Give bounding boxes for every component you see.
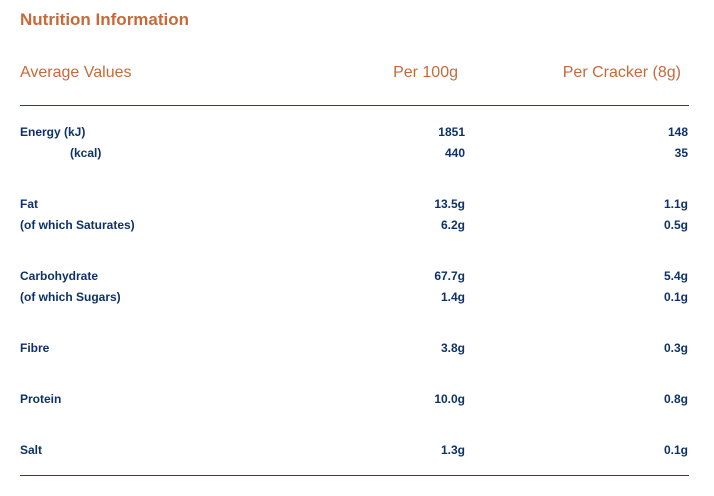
row-value-fat-per-100g: 13.5g bbox=[434, 197, 465, 211]
row-value-fat-per-cracker: 1.1g bbox=[663, 197, 688, 211]
table-bottom-divider bbox=[20, 475, 689, 476]
row-label-salt: Salt bbox=[20, 443, 43, 457]
row-value-sugars-per-100g: 1.4g bbox=[440, 290, 465, 304]
column-header-per-cracker: Per Cracker (8g) bbox=[562, 64, 681, 81]
row-label-fat: Fat bbox=[20, 197, 38, 211]
header-divider bbox=[20, 105, 689, 106]
row-label-sugars: (of which Sugars) bbox=[20, 290, 121, 304]
row-value-carbohydrate-per-100g: 67.7g bbox=[434, 269, 465, 283]
row-label-carbohydrate: Carbohydrate bbox=[20, 269, 99, 283]
row-label-saturates: (of which Saturates) bbox=[20, 218, 135, 232]
row-value-salt-per-100g: 1.3g bbox=[440, 443, 465, 457]
row-value-protein-per-100g: 10.0g bbox=[434, 392, 465, 406]
row-value-salt-per-cracker: 0.1g bbox=[663, 443, 688, 457]
row-label-fibre: Fibre bbox=[20, 341, 50, 355]
row-label-energy-kj: Energy (kJ) bbox=[20, 125, 86, 139]
row-value-energy-kj-per-100g: 1851 bbox=[438, 125, 465, 139]
row-value-energy-kj-per-cracker: 148 bbox=[667, 125, 688, 139]
row-value-fibre-per-cracker: 0.3g bbox=[663, 341, 688, 355]
page-title: Nutrition Information bbox=[20, 10, 190, 29]
row-label-energy-kcal: (kcal) bbox=[70, 146, 102, 160]
row-value-fibre-per-100g: 3.8g bbox=[440, 341, 465, 355]
row-value-carbohydrate-per-cracker: 5.4g bbox=[663, 269, 688, 283]
row-value-energy-kcal-per-cracker: 35 bbox=[674, 146, 688, 160]
row-value-sugars-per-cracker: 0.1g bbox=[663, 290, 688, 304]
column-header-average-values: Average Values bbox=[20, 64, 132, 81]
column-header-per-100g: Per 100g bbox=[393, 64, 458, 81]
row-value-energy-kcal-per-100g: 440 bbox=[444, 146, 465, 160]
row-value-saturates-per-100g: 6.2g bbox=[440, 218, 465, 232]
row-label-protein: Protein bbox=[20, 392, 62, 406]
row-value-protein-per-cracker: 0.8g bbox=[663, 392, 688, 406]
row-value-saturates-per-cracker: 0.5g bbox=[663, 218, 688, 232]
